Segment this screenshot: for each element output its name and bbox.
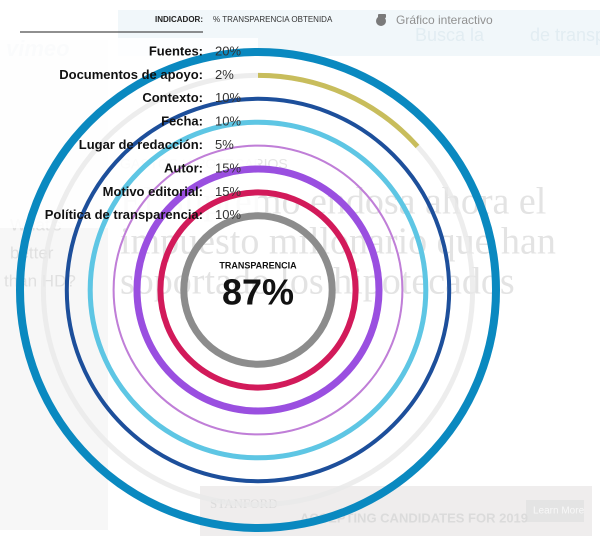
link-icon[interactable]: [376, 14, 386, 26]
indicator-label: Política de transparencia:: [45, 207, 203, 222]
ring-arc: [112, 144, 404, 436]
ring-arc: [16, 48, 500, 532]
indicator-label: Contexto:: [142, 90, 203, 105]
search-left: Busca la: [415, 25, 485, 45]
ring-arc: [157, 189, 359, 391]
center-title: TRANSPARENCIA: [219, 260, 297, 270]
ad-button-box: [526, 500, 584, 522]
indicator-value: 10%: [215, 90, 241, 105]
ring-arc: [257, 72, 420, 149]
header-value: % TRANSPARENCIA OBTENIDA: [213, 15, 333, 24]
indicator-label: Fecha:: [161, 114, 203, 129]
header-indicator: INDICADOR:: [155, 15, 203, 24]
indicator-value: 2%: [215, 67, 234, 82]
interactive-link[interactable]: Gráfico interactivo: [396, 13, 493, 27]
indicator-label: Lugar de redacción:: [79, 137, 203, 152]
indicator-value: 15%: [215, 160, 241, 175]
ring-arc: [133, 165, 383, 415]
ring-arc: [180, 212, 336, 368]
ring-arc: [64, 96, 452, 484]
indicator-value: 10%: [215, 207, 241, 222]
indicator-value: 5%: [215, 137, 234, 152]
indicator-label: Motivo editorial:: [103, 184, 203, 199]
indicator-value: 20%: [215, 43, 241, 58]
ad-button[interactable]: Learn More: [533, 506, 585, 517]
center-value: 87%: [222, 272, 294, 313]
indicator-value: 10%: [215, 114, 241, 129]
search-right: de transparencia: [530, 25, 600, 45]
indicator-value: 15%: [215, 184, 241, 199]
indicator-label: Autor:: [164, 160, 203, 175]
indicator-label: Fuentes:: [149, 43, 203, 58]
indicator-label: Documentos de apoyo:: [59, 67, 203, 82]
ring-arc: [87, 119, 429, 461]
ad-bottom: ACCEPTING CANDIDATES FOR 2019: [300, 510, 528, 525]
